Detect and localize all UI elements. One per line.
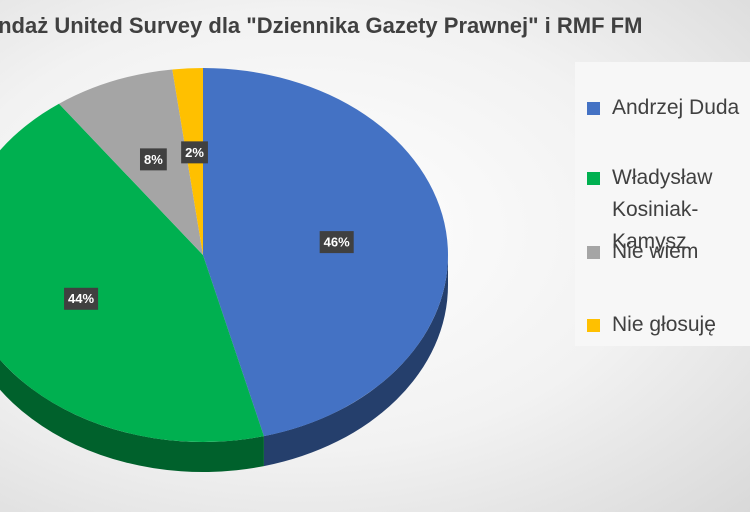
- legend-entry: Władysław Kosiniak-Kamysz: [587, 162, 750, 258]
- legend-label: Andrzej Duda: [612, 96, 740, 119]
- data-label-text: 8%: [144, 152, 163, 167]
- legend-entry: Nie wiem: [587, 236, 750, 268]
- data-label: 46%: [319, 231, 354, 254]
- legend-label: Władysław Kosiniak-Kamysz: [612, 166, 713, 253]
- data-label-box: [181, 141, 208, 164]
- data-label-text: 2%: [185, 145, 204, 160]
- pie-slice: [0, 103, 264, 442]
- pie-side: [263, 255, 448, 467]
- data-label-box: [64, 287, 99, 310]
- legend-label: Nie głosuję: [612, 313, 716, 336]
- legend-entry: Nie głosuję: [587, 309, 750, 341]
- data-label: 8%: [139, 148, 167, 171]
- data-label-text: 46%: [324, 235, 350, 250]
- legend-swatch: [587, 172, 600, 185]
- pie-slice: [58, 69, 203, 255]
- legend-swatch: [587, 246, 600, 259]
- data-label: 44%: [64, 287, 99, 310]
- pie-side: [0, 359, 264, 472]
- legend-entry: Andrzej Duda: [587, 92, 750, 124]
- legend-swatch: [587, 319, 600, 332]
- legend-swatch: [587, 102, 600, 115]
- legend-label: Nie wiem: [612, 240, 699, 263]
- legend: Andrzej Duda Władysław Kosiniak-Kamysz Nie…: [575, 62, 750, 346]
- data-label-text: 44%: [68, 291, 94, 306]
- chart-title: Sondaż United Survey dla "Dziennika Gaze…: [0, 13, 642, 38]
- data-label-box: [319, 231, 354, 254]
- data-label-box: [139, 148, 167, 171]
- data-label: 2%: [181, 141, 208, 164]
